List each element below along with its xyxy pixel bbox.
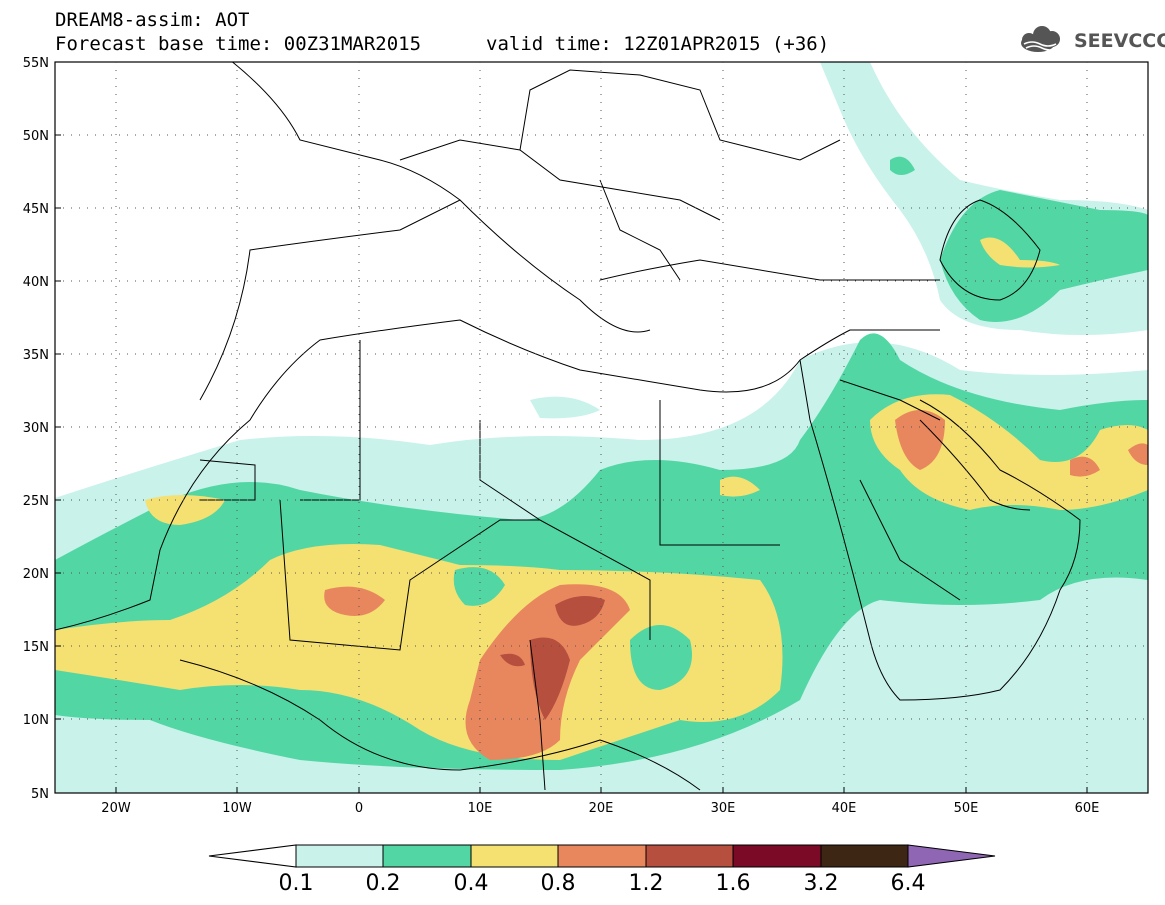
coastlines bbox=[55, 62, 1081, 791]
colorbar-bin-1.2-1.6 bbox=[645, 844, 734, 868]
colorbar-label: 0.8 bbox=[540, 871, 576, 896]
lat-label-50n: 50N bbox=[23, 129, 49, 144]
lon-label-0: 0 bbox=[355, 801, 363, 816]
colorbar-low-arrow bbox=[208, 844, 297, 868]
colorbar bbox=[208, 844, 996, 868]
lat-label-20n: 20N bbox=[23, 567, 49, 582]
lon-label-10e: 10E bbox=[468, 801, 493, 816]
lat-label-25n: 25N bbox=[23, 494, 49, 509]
lon-label-20e: 20E bbox=[589, 801, 614, 816]
lat-label-15n: 15N bbox=[23, 640, 49, 655]
valid-time: valid time: 12Z01APR2015 (+36) bbox=[486, 33, 830, 55]
colorbar-bin-3.2-6.4 bbox=[820, 844, 909, 868]
forecast-base-time: Forecast base time: 00Z31MAR2015 bbox=[55, 33, 422, 55]
colorbar-label: 1.6 bbox=[715, 871, 751, 896]
colorbar-label: 1.2 bbox=[628, 871, 664, 896]
tick-marks bbox=[55, 61, 1088, 794]
colorbar-bin-0.8-1.2 bbox=[557, 844, 647, 868]
lat-label-10n: 10N bbox=[23, 713, 49, 728]
chart-title: DREAM8-assim: AOT bbox=[55, 9, 250, 31]
lon-label-60e: 60E bbox=[1075, 801, 1100, 816]
lat-label-5n: 5N bbox=[31, 787, 49, 802]
lon-label-50e: 50E bbox=[954, 801, 979, 816]
colorbar-bin-0.4-0.8 bbox=[470, 844, 559, 868]
colorbar-label: 0.1 bbox=[278, 871, 314, 896]
lon-label-30e: 30E bbox=[711, 801, 736, 816]
logo-text: SEEVCCC bbox=[1074, 30, 1165, 52]
lat-label-30n: 30N bbox=[23, 421, 49, 436]
colorbar-bin-1.6-3.2 bbox=[732, 844, 822, 868]
lat-label-55n: 55N bbox=[23, 56, 49, 71]
colorbar-label: 6.4 bbox=[890, 871, 926, 896]
colorbar-bin-0.2-0.4 bbox=[382, 844, 472, 868]
aot-shading bbox=[55, 62, 1148, 793]
lon-label-20w: 20W bbox=[101, 801, 131, 816]
colorbar-label: 3.2 bbox=[803, 871, 839, 896]
colorbar-label: 0.4 bbox=[453, 871, 489, 896]
colorbar-label: 0.2 bbox=[365, 871, 401, 896]
colorbar-bin-0.1-0.2 bbox=[295, 844, 384, 868]
lon-label-10w: 10W bbox=[222, 801, 252, 816]
cloud-icon bbox=[1021, 26, 1060, 52]
lat-label-40n: 40N bbox=[23, 275, 49, 290]
lat-label-35n: 35N bbox=[23, 348, 49, 363]
lat-label-45n: 45N bbox=[23, 202, 49, 217]
colorbar-high-arrow bbox=[907, 844, 996, 868]
lon-label-40e: 40E bbox=[832, 801, 857, 816]
